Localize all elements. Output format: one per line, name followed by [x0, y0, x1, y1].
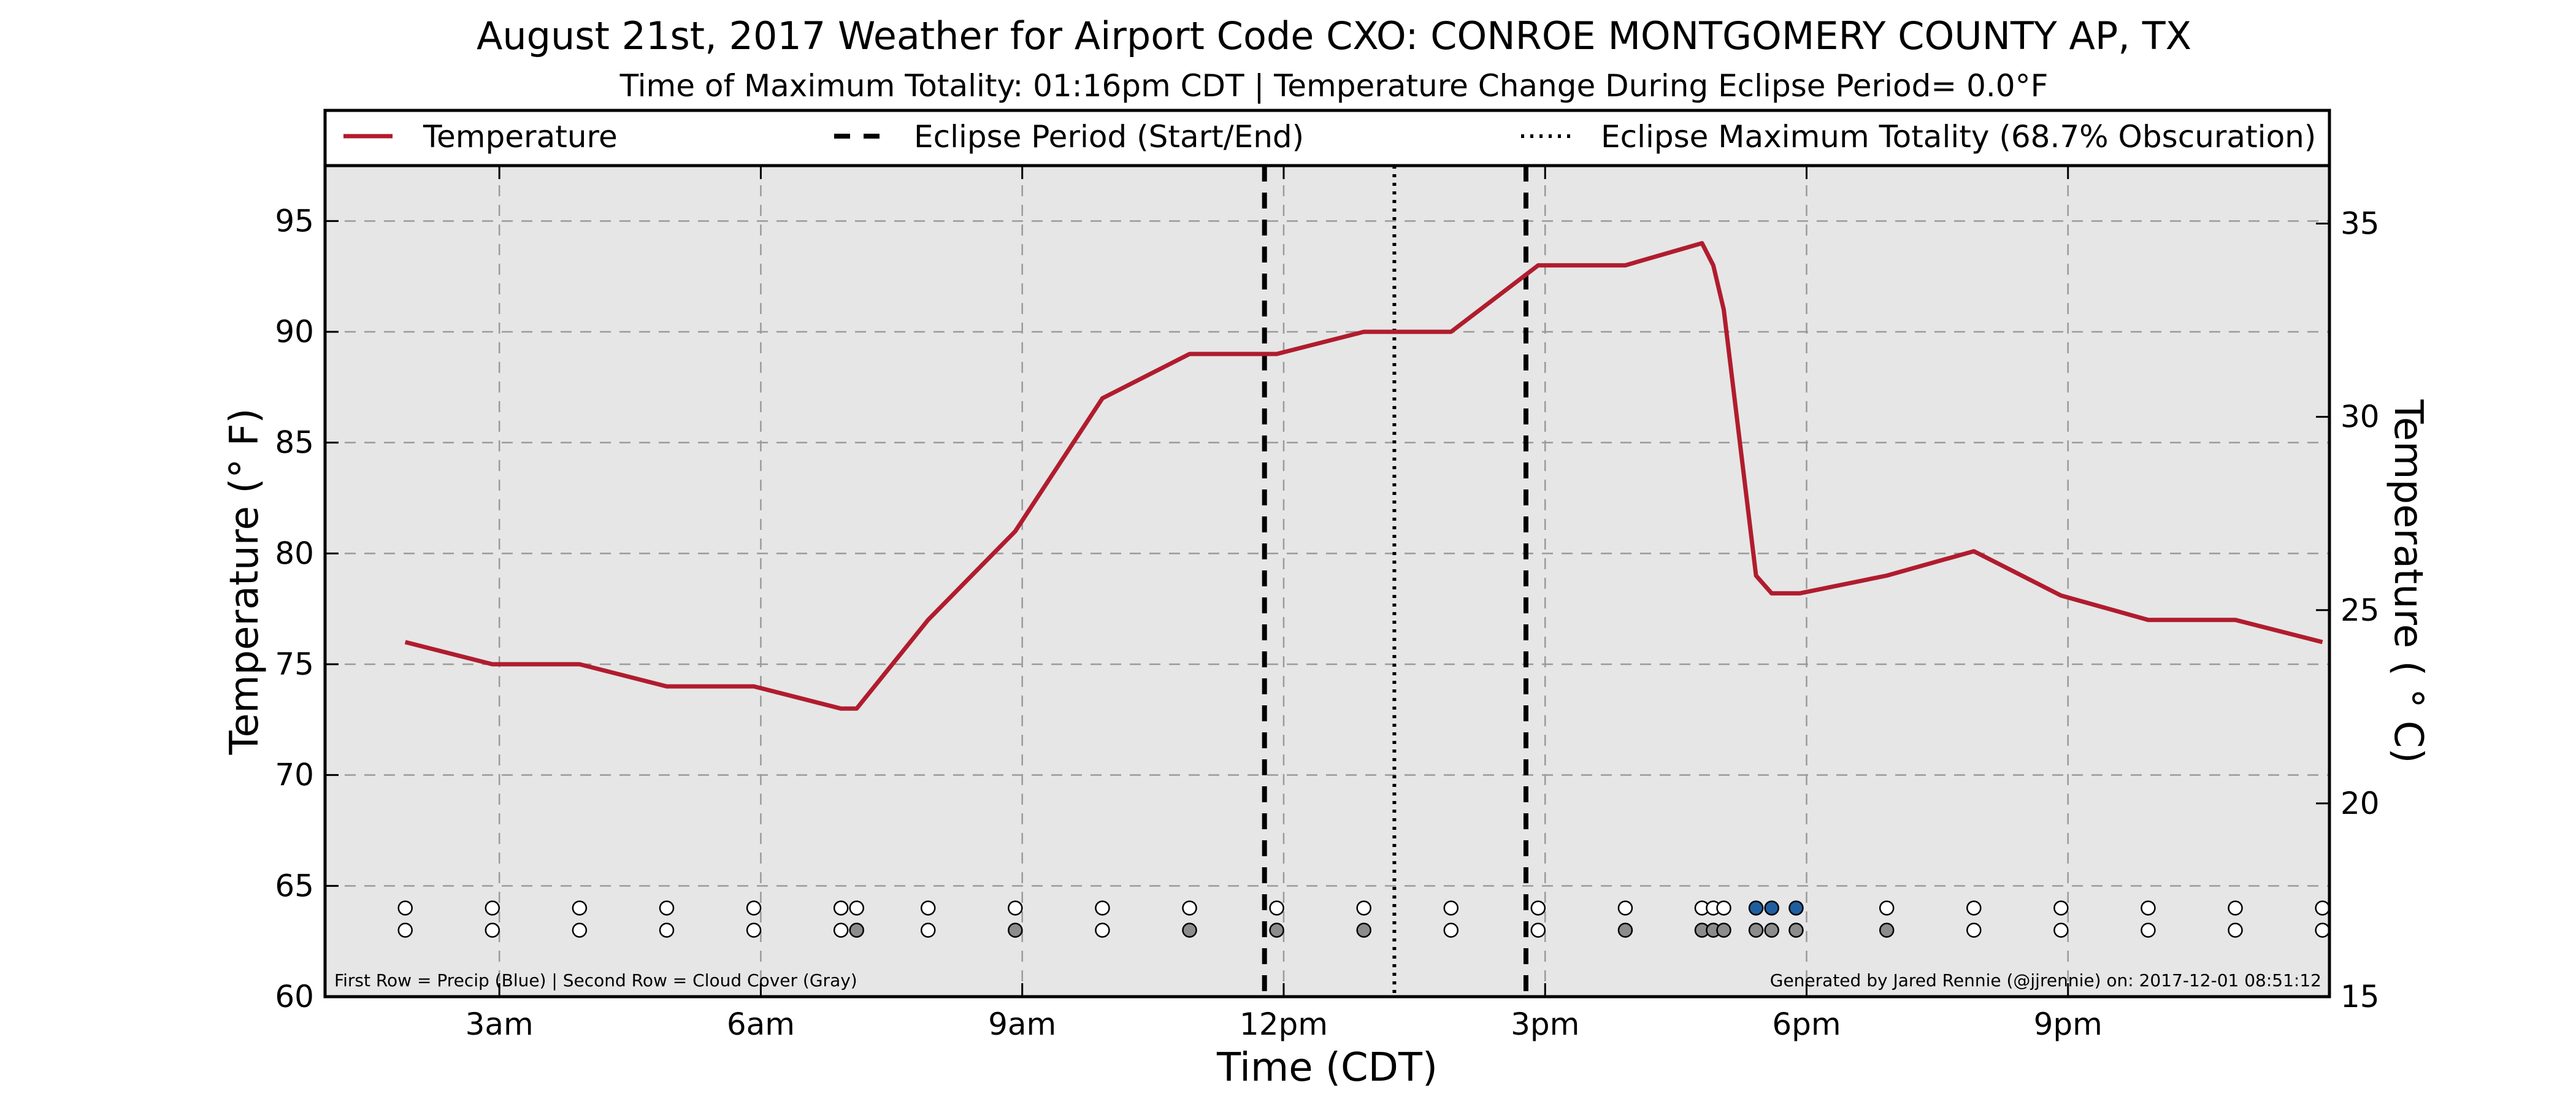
- x-axis-label: Time (CDT): [1216, 1045, 1438, 1091]
- precip-marker: [1269, 900, 1284, 916]
- precip-marker: [1356, 900, 1371, 916]
- cloud-marker: [1356, 922, 1371, 938]
- cloud-marker: [920, 922, 936, 938]
- precip-marker: [1530, 900, 1546, 916]
- precip-marker: [746, 900, 762, 916]
- x-tick-label: 9am: [988, 1006, 1056, 1042]
- temperature-line: [404, 241, 2323, 711]
- cloud-marker: [572, 922, 588, 938]
- grid-lines: [325, 166, 2329, 997]
- precip-marker: [2228, 900, 2243, 916]
- y-right-tick-label: 20: [2340, 786, 2380, 821]
- precip-marker: [2315, 900, 2330, 916]
- cloud-marker: [2141, 922, 2156, 938]
- y-tick-label: 80: [275, 535, 314, 571]
- legend-box: [323, 109, 2331, 167]
- cloud-marker: [746, 922, 762, 938]
- cloud-marker: [1879, 922, 1895, 938]
- x-tick-label: 6am: [727, 1006, 795, 1042]
- legend-temperature-label: Temperature: [423, 119, 618, 155]
- plot-area: [325, 166, 2329, 997]
- y-tick-label: 85: [275, 425, 314, 461]
- chart-subtitle: Time of Maximum Totality: 01:16pm CDT | …: [619, 68, 2049, 104]
- observation-markers: [397, 900, 2330, 938]
- cloud-marker: [1182, 922, 1197, 938]
- precip-marker: [1879, 900, 1895, 916]
- y-axis-right: 15 20 25 30 35: [2316, 206, 2380, 1014]
- series-group: [404, 241, 2323, 711]
- precip-marker: [1443, 900, 1459, 916]
- cloud-marker: [659, 922, 675, 938]
- x-tick-label: 9pm: [2034, 1006, 2103, 1042]
- precip-marker: [849, 900, 864, 916]
- cloud-marker: [1748, 922, 1764, 938]
- cloud-marker: [1443, 922, 1459, 938]
- cloud-marker: [1269, 922, 1284, 938]
- eclipse-markers: [1262, 166, 1528, 997]
- precip-marker: [1008, 900, 1023, 916]
- precip-marker: [1182, 900, 1197, 916]
- cloud-marker: [1530, 922, 1546, 938]
- precip-marker: [1716, 900, 1731, 916]
- footnote-left: First Row = Precip (Blue) | Second Row =…: [334, 970, 857, 991]
- cloud-marker: [1095, 922, 1110, 938]
- y-tick-label: 95: [275, 203, 314, 239]
- precip-marker: [2053, 900, 2069, 916]
- cloud-marker: [849, 922, 864, 938]
- chart-title: August 21st, 2017 Weather for Airport Co…: [477, 13, 2191, 58]
- x-tick-label: 3am: [466, 1006, 534, 1042]
- legend-eclipse-period-label: Eclipse Period (Start/End): [914, 119, 1304, 155]
- x-tick-label: 12pm: [1240, 1006, 1328, 1042]
- y-tick-label: 65: [275, 868, 314, 903]
- precip-marker: [1095, 900, 1110, 916]
- cloud-marker: [485, 922, 500, 938]
- x-axis: 3am 6am 9am 12pm 3pm 6pm 9pm: [466, 166, 2103, 1042]
- precip-marker: [1617, 900, 1633, 916]
- cloud-marker: [2315, 922, 2330, 938]
- legend-max-totality-label: Eclipse Maximum Totality (68.7% Obscurat…: [1601, 119, 2316, 155]
- precip-marker: [1788, 900, 1804, 916]
- precip-marker: [485, 900, 500, 916]
- y-axis-left: 60 65 70 75 80 85 90 95: [275, 203, 339, 1014]
- cloud-marker: [1788, 922, 1804, 938]
- cloud-marker: [397, 922, 413, 938]
- x-tick-label: 6pm: [1772, 1006, 1841, 1042]
- y-tick-label: 70: [275, 757, 314, 793]
- cloud-marker: [2053, 922, 2069, 938]
- y-tick-label: 75: [275, 646, 314, 682]
- cloud-marker: [833, 922, 849, 938]
- y-axis-label: Temperature (° F): [222, 408, 267, 756]
- y-tick-label: 90: [275, 314, 314, 350]
- cloud-marker: [1716, 922, 1731, 938]
- precip-marker: [1764, 900, 1779, 916]
- y-right-tick-label: 25: [2340, 592, 2380, 628]
- cloud-marker: [1764, 922, 1779, 938]
- y-right-tick-label: 30: [2340, 399, 2380, 435]
- legend: Temperature Eclipse Period (Start/End) E…: [323, 109, 2331, 167]
- precip-marker: [397, 900, 413, 916]
- precip-marker: [920, 900, 936, 916]
- y-right-tick-label: 15: [2340, 979, 2380, 1014]
- y-right-tick-label: 35: [2340, 206, 2380, 242]
- precip-marker: [833, 900, 849, 916]
- precip-marker: [572, 900, 588, 916]
- cloud-marker: [1966, 922, 1982, 938]
- cloud-marker: [1008, 922, 1023, 938]
- y-tick-label: 60: [275, 979, 314, 1014]
- cloud-marker: [1617, 922, 1633, 938]
- precip-marker: [2141, 900, 2156, 916]
- x-tick-label: 3pm: [1511, 1006, 1579, 1042]
- y-axis-label-right: Temperature ( ° C): [2385, 399, 2431, 763]
- precip-marker: [1966, 900, 1982, 916]
- footnote-right: Generated by Jared Rennie (@jjrennie) on…: [1770, 970, 2321, 991]
- precip-marker: [659, 900, 675, 916]
- cloud-marker: [2228, 922, 2243, 938]
- precip-marker: [1748, 900, 1764, 916]
